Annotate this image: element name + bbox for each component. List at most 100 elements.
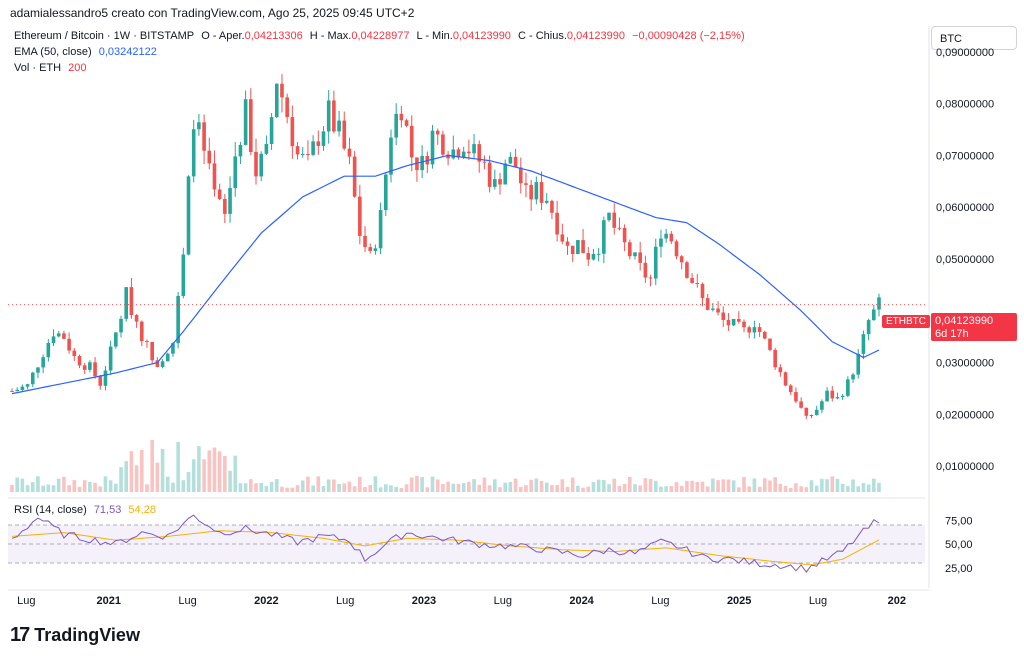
volume-value: 200 bbox=[68, 62, 87, 74]
candle-body bbox=[762, 331, 767, 339]
volume-bar bbox=[295, 485, 300, 492]
candle-body bbox=[347, 148, 352, 157]
price-tick-label: 0,01000000 bbox=[936, 461, 994, 473]
volume-bar bbox=[612, 478, 617, 492]
volume-bar bbox=[326, 479, 331, 492]
volume-bar bbox=[503, 482, 508, 492]
candle-body bbox=[430, 130, 435, 165]
volume-bar bbox=[77, 486, 82, 492]
time-tick-label: Lug bbox=[178, 595, 196, 607]
candle-body bbox=[67, 338, 71, 351]
price-tick-label: 0,06000000 bbox=[936, 202, 994, 214]
candle-body bbox=[560, 234, 565, 242]
time-tick-label: 2023 bbox=[412, 595, 436, 607]
rsi-tick-label: 75,00 bbox=[945, 515, 973, 527]
volume-bar bbox=[622, 483, 627, 492]
candle-body bbox=[820, 401, 824, 410]
rsi-label: RSI (14, close) bbox=[14, 504, 87, 516]
volume-bar bbox=[809, 480, 814, 492]
candle-body bbox=[493, 179, 497, 187]
volume-bar bbox=[197, 446, 201, 492]
candle-body bbox=[627, 242, 632, 257]
volume-bar bbox=[93, 482, 97, 492]
volume-bar bbox=[274, 479, 279, 492]
volume-bar bbox=[342, 483, 347, 492]
volume-bar bbox=[846, 486, 850, 492]
candle-body bbox=[290, 117, 295, 147]
candle-body bbox=[731, 318, 736, 326]
volume-bar bbox=[20, 478, 25, 492]
candle-body bbox=[570, 245, 575, 255]
candle-body bbox=[15, 389, 19, 392]
volume-bar bbox=[768, 480, 772, 492]
candle-body bbox=[576, 240, 580, 255]
candle-body bbox=[695, 282, 700, 284]
volume-bar bbox=[254, 483, 258, 492]
candle-body bbox=[835, 397, 840, 399]
volume-bar bbox=[627, 476, 632, 492]
open-label: O - Aper. bbox=[201, 30, 245, 42]
candle-body bbox=[856, 353, 861, 375]
candle-body bbox=[726, 319, 731, 326]
volume-bar bbox=[643, 478, 648, 492]
candle-body bbox=[72, 350, 77, 357]
volume-bar bbox=[181, 480, 186, 492]
time-tick-label: Lug bbox=[336, 595, 354, 607]
candle-body bbox=[316, 141, 321, 146]
volume-bar bbox=[228, 470, 232, 492]
candle-body bbox=[383, 174, 388, 211]
candle-body bbox=[513, 156, 518, 168]
candle-body bbox=[25, 384, 30, 387]
volume-bar bbox=[456, 484, 461, 492]
time-tick-label: Lug bbox=[651, 595, 669, 607]
candle-body bbox=[129, 287, 134, 316]
volume-bar bbox=[404, 484, 409, 492]
volume-bar bbox=[544, 482, 549, 492]
volume-bar bbox=[679, 485, 684, 492]
candle-body bbox=[446, 154, 450, 159]
candle-body bbox=[482, 161, 487, 163]
candle-body bbox=[612, 212, 617, 228]
candle-body bbox=[51, 336, 56, 343]
volume-bar bbox=[15, 477, 19, 492]
candle-body bbox=[602, 220, 606, 254]
volume-bar bbox=[487, 485, 492, 492]
volume-bar bbox=[233, 455, 238, 492]
volume-bar bbox=[160, 448, 165, 492]
tradingview-logo[interactable]: 17 TradingView bbox=[10, 624, 140, 647]
volume-bar bbox=[799, 486, 803, 492]
volume-bar bbox=[108, 480, 113, 492]
candle-body bbox=[399, 113, 404, 121]
volume-bar bbox=[119, 467, 123, 492]
volume-bar bbox=[524, 485, 528, 492]
volume-bar bbox=[877, 482, 881, 492]
volume-bar bbox=[383, 484, 388, 492]
volume-bar bbox=[259, 482, 264, 492]
volume-bar bbox=[191, 459, 196, 492]
candle-body bbox=[378, 210, 383, 249]
candle-body bbox=[794, 392, 798, 402]
volume-bar bbox=[67, 485, 71, 492]
currency-selector[interactable]: BTC bbox=[931, 26, 1017, 50]
candle-body bbox=[825, 390, 829, 402]
volume-bar bbox=[560, 479, 565, 492]
candle-body bbox=[223, 199, 227, 214]
volume-bar bbox=[820, 478, 824, 492]
volume-bar bbox=[290, 487, 295, 492]
volume-bar bbox=[773, 477, 777, 492]
candle-body bbox=[638, 252, 642, 263]
candle-body bbox=[840, 395, 845, 398]
candle-body bbox=[207, 150, 212, 164]
candle-body bbox=[555, 212, 559, 235]
volume-bar bbox=[165, 476, 170, 492]
volume-bar bbox=[409, 477, 414, 492]
volume-bar bbox=[695, 481, 700, 492]
candle-body bbox=[581, 240, 585, 254]
rsi-tick-label: 50,00 bbox=[945, 539, 973, 551]
price-tick-label: 0,03000000 bbox=[936, 358, 994, 370]
rsi-value: 71,53 bbox=[93, 504, 122, 516]
candle-body bbox=[249, 99, 253, 152]
candle-body bbox=[93, 362, 97, 377]
time-tick-label: Lug bbox=[809, 595, 827, 607]
